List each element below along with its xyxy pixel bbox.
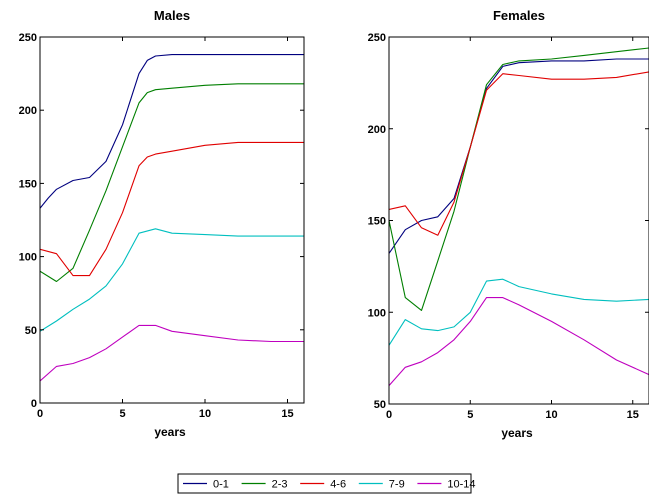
males-series-7-9-line [40,228,304,332]
females-series-7-9-line [389,278,649,346]
females-series-0-1-line [389,58,649,254]
males-chart-title: Males [154,8,190,23]
females-chart-title: Females [493,8,545,23]
males-x-tick-label: 0 [37,408,43,420]
females-x-axis-label: years [501,426,533,440]
legend-entry-0-1: 0-1 [183,479,229,491]
males-series-10-14-line [40,324,304,382]
legend-entry-10-14: 10-14 [417,479,476,491]
females-x-tick-label: 10 [545,409,557,421]
females-x-tick-label: 0 [386,409,392,421]
legend-label-2-3: 2-3 [272,479,288,491]
males-y-tick-label: 100 [19,252,37,264]
males-series-2-3-line [40,83,304,283]
legend-label-0-1: 0-1 [213,479,229,491]
legend-box [177,473,472,494]
legend-label-7-9: 7-9 [389,479,405,491]
legend: 0-1 2-3 4-6 7-9 10-14 [177,473,476,494]
females-y-tick-label: 50 [374,399,386,411]
males-y-tick-label: 50 [25,325,37,337]
males-x-axis-label: years [154,425,186,439]
males-y-tick-label: 200 [19,105,37,117]
legend-entry-2-3: 2-3 [241,479,288,491]
males-y-tick-label: 250 [19,32,37,44]
legend-label-10-14: 10-14 [447,479,475,491]
legend-entry-7-9: 7-9 [358,479,405,491]
females-y-tick-label: 200 [368,124,386,136]
females-series-2-3-line [389,47,649,311]
females-plot-frame [388,36,649,405]
females-y-tick-label: 250 [368,32,386,44]
females-x-tick-label: 5 [467,409,473,421]
males-plot-frame [39,36,305,404]
males-y-tick-label: 0 [31,398,37,410]
females-x-tick-label: 15 [627,409,639,421]
males-x-tick-label: 10 [199,408,211,420]
females-chart: Females 0 5 10 15 50 100 150 200 250 years [368,8,649,440]
males-series-0-1-line [40,54,304,209]
males-y-tick-label: 150 [19,178,37,190]
females-y-tick-label: 150 [368,216,386,228]
females-series-4-6-line [389,71,649,236]
legend-label-4-6: 4-6 [330,479,346,491]
legend-entry-4-6: 4-6 [300,479,346,491]
males-series-4-6-line [40,141,304,277]
females-y-tick-label: 100 [368,307,386,319]
males-x-tick-label: 5 [119,408,125,420]
females-series-10-14-line [389,297,649,386]
males-x-tick-label: 15 [281,408,293,420]
